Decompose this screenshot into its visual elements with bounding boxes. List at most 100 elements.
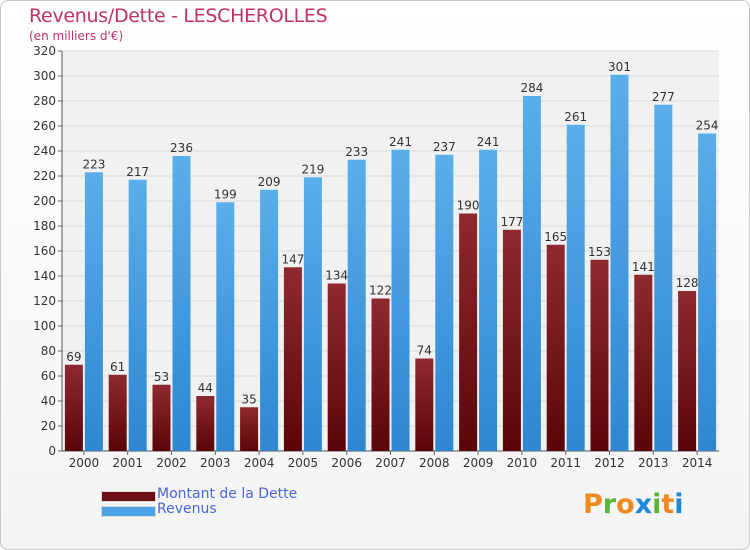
bar-revenus-2008	[435, 154, 454, 451]
y-tick-label: 180	[33, 219, 56, 233]
data-label-dette-2009: 190	[457, 199, 480, 213]
proxiti-logo: Proxiti	[583, 489, 684, 520]
bar-dette-2012	[590, 259, 609, 451]
bar-dette-2009	[459, 213, 478, 451]
data-label-dette-2001: 61	[110, 360, 125, 374]
chart-title: Revenus/Dette - LESCHEROLLES	[29, 5, 328, 27]
bar-revenus-2013	[654, 104, 673, 451]
data-label-dette-2014: 128	[676, 276, 699, 290]
y-tick-label: 100	[33, 319, 56, 333]
legend-swatch-revenus	[101, 506, 156, 517]
bar-revenus-2012	[610, 74, 629, 451]
y-tick-label: 20	[41, 419, 56, 433]
logo-letter: r	[602, 489, 617, 520]
data-label-revenus-2003: 199	[214, 187, 237, 201]
data-label-revenus-2013: 277	[652, 90, 675, 104]
bar-revenus-2009	[479, 149, 498, 451]
legend-swatch-dette	[101, 491, 156, 502]
data-label-revenus-2004: 209	[258, 175, 281, 189]
y-tick-label: 140	[33, 269, 56, 283]
bar-dette-2008	[415, 358, 434, 451]
bar-revenus-2007	[391, 149, 410, 451]
bar-revenus-2006	[347, 159, 366, 451]
data-label-revenus-2002: 236	[170, 141, 193, 155]
data-label-dette-2007: 122	[369, 284, 392, 298]
y-tick-label: 260	[33, 119, 56, 133]
logo-letter: i	[674, 489, 684, 520]
data-label-dette-2012: 153	[588, 245, 611, 259]
x-tick-label-2009: 2009	[463, 456, 494, 470]
data-label-dette-2010: 177	[500, 215, 523, 229]
bar-revenus-2014	[698, 133, 717, 451]
data-label-dette-2000: 69	[66, 350, 81, 364]
data-label-revenus-2010: 284	[520, 81, 543, 95]
logo-letter: i	[652, 489, 662, 520]
y-tick-label: 200	[33, 194, 56, 208]
data-label-dette-2004: 35	[241, 392, 256, 406]
y-tick-label: 240	[33, 144, 56, 158]
logo-letter: t	[661, 489, 675, 520]
data-label-revenus-2005: 219	[301, 162, 324, 176]
x-tick-label-2014: 2014	[682, 456, 713, 470]
logo-letter: P	[583, 489, 603, 520]
data-label-revenus-2006: 233	[345, 145, 368, 159]
y-tick-label: 160	[33, 244, 56, 258]
x-tick-label-2000: 2000	[69, 456, 100, 470]
data-label-dette-2011: 165	[544, 230, 567, 244]
bar-revenus-2001	[128, 179, 147, 451]
data-label-revenus-2001: 217	[126, 165, 149, 179]
bar-dette-2000	[64, 364, 83, 451]
bar-dette-2013	[634, 274, 653, 451]
x-tick-label-2008: 2008	[419, 456, 450, 470]
data-label-dette-2005: 147	[281, 252, 304, 266]
data-label-revenus-2008: 237	[433, 140, 456, 154]
x-tick-label-2004: 2004	[244, 456, 275, 470]
x-tick-label-2013: 2013	[638, 456, 669, 470]
data-label-dette-2002: 53	[154, 370, 169, 384]
y-tick-label: 80	[41, 344, 56, 358]
data-label-revenus-2009: 241	[477, 135, 500, 149]
bar-revenus-2004	[260, 189, 279, 451]
x-tick-label-2001: 2001	[112, 456, 143, 470]
y-tick-label: 220	[33, 169, 56, 183]
x-tick-label-2012: 2012	[594, 456, 625, 470]
bar-dette-2006	[327, 283, 346, 451]
legend-label-dette: Montant de la Dette	[157, 486, 298, 502]
logo-letter: x	[634, 489, 653, 520]
x-tick-label-2006: 2006	[331, 456, 362, 470]
bar-revenus-2010	[522, 96, 541, 451]
y-tick-label: 300	[33, 69, 56, 83]
y-tick-label: 0	[48, 444, 56, 458]
bar-revenus-2005	[303, 177, 322, 451]
data-label-dette-2003: 44	[198, 381, 213, 395]
data-label-dette-2006: 134	[325, 269, 348, 283]
data-label-dette-2013: 141	[632, 260, 655, 274]
y-tick-label: 280	[33, 94, 56, 108]
bar-dette-2002	[152, 384, 171, 451]
x-tick-label-2002: 2002	[156, 456, 187, 470]
x-tick-label-2005: 2005	[288, 456, 319, 470]
data-label-revenus-2014: 254	[696, 119, 719, 133]
bar-revenus-2000	[84, 172, 103, 451]
bar-revenus-2002	[172, 156, 191, 451]
y-tick-label: 60	[41, 369, 56, 383]
logo-letter: o	[616, 489, 635, 520]
bar-revenus-2003	[216, 202, 235, 451]
bar-dette-2004	[240, 407, 259, 451]
data-label-revenus-2011: 261	[564, 110, 587, 124]
data-label-dette-2008: 74	[417, 344, 432, 358]
bar-dette-2007	[371, 298, 390, 451]
chart-subtitle: (en milliers d'€)	[29, 29, 124, 43]
y-tick-label: 320	[33, 44, 56, 58]
bar-dette-2014	[678, 291, 697, 451]
x-tick-label-2011: 2011	[550, 456, 581, 470]
data-label-revenus-2012: 301	[608, 60, 631, 74]
x-tick-label-2003: 2003	[200, 456, 231, 470]
x-tick-label-2007: 2007	[375, 456, 406, 470]
bar-dette-2001	[108, 374, 127, 451]
bar-revenus-2011	[566, 124, 585, 451]
legend-label-revenus: Revenus	[157, 501, 217, 517]
y-tick-label: 120	[33, 294, 56, 308]
